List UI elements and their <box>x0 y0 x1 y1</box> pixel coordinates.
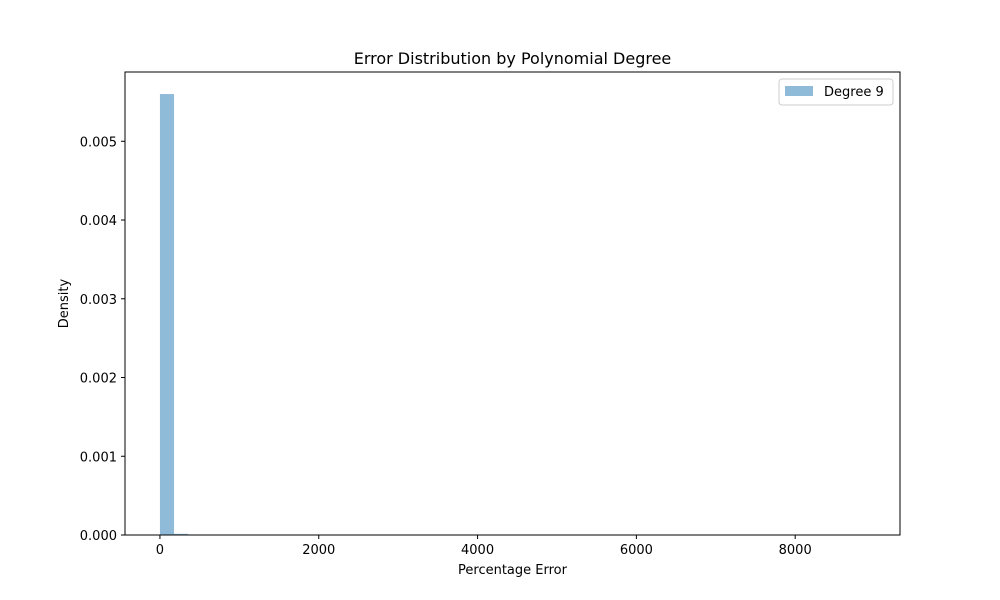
legend-frame <box>778 78 894 106</box>
x-tick-label: 4000 <box>461 543 494 558</box>
chart-title: Error Distribution by Polynomial Degree <box>354 49 672 68</box>
histogram-bar <box>174 533 189 535</box>
legend-swatch <box>785 86 813 96</box>
y-tick-label: 0.002 <box>80 372 117 387</box>
legend-label: Degree 9 <box>824 85 884 100</box>
x-axis-label: Percentage Error <box>458 563 568 578</box>
y-tick-label: 0.004 <box>80 214 117 229</box>
x-axis-ticks: 0 2000 4000 6000 8000 <box>156 535 812 558</box>
y-tick-label: 0.000 <box>80 529 117 544</box>
x-tick-label: 6000 <box>620 543 653 558</box>
x-tick-label: 2000 <box>302 543 335 558</box>
histogram-bar <box>159 94 175 536</box>
legend: Degree 9 <box>778 78 894 106</box>
plot-frame <box>124 71 901 536</box>
y-axis-ticks: 0.000 0.001 0.002 0.003 0.004 0.005 <box>80 135 125 544</box>
y-tick-label: 0.003 <box>80 293 117 308</box>
x-tick-label: 8000 <box>779 543 812 558</box>
y-tick-label: 0.001 <box>80 450 117 465</box>
y-tick-label: 0.005 <box>80 135 117 150</box>
x-tick-label: 0 <box>156 543 164 558</box>
y-axis-label: Density <box>57 278 72 328</box>
